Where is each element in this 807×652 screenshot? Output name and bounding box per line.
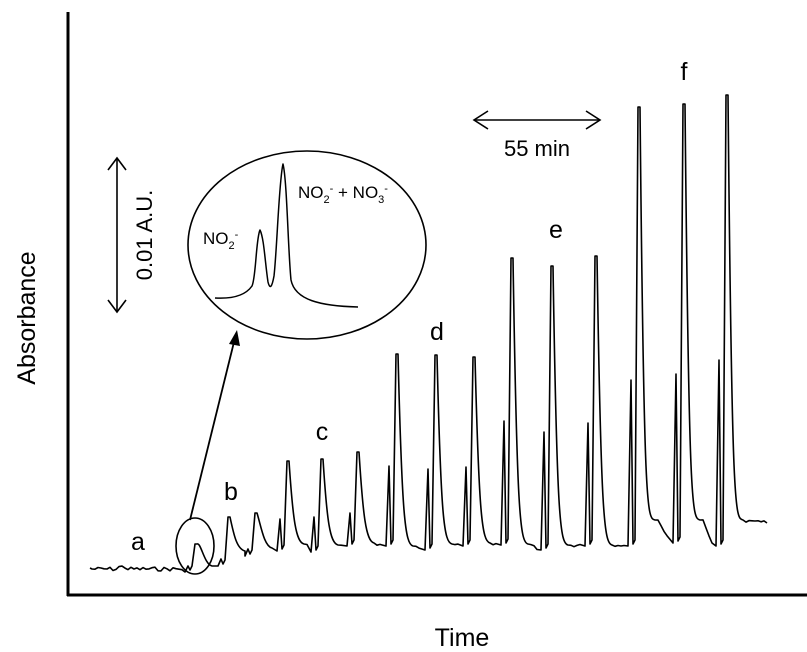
time-scale-bar: [472, 110, 602, 130]
group-label-d: d: [430, 318, 444, 346]
group-label-e: e: [549, 216, 563, 244]
inset-trace: [214, 163, 359, 308]
inset-label-nitrite-nitrate: NO2- + NO3-: [298, 183, 388, 206]
x-axis-title: Time: [435, 624, 490, 652]
absorbance-trace: [89, 94, 768, 573]
group-label-b: b: [224, 478, 238, 506]
group-label-c: c: [316, 418, 329, 446]
inset-ellipse: [187, 150, 427, 340]
inset-label-nitrite: NO2-: [203, 229, 239, 252]
y-axis-title: Absorbance: [13, 251, 41, 384]
group-label-f: f: [681, 58, 688, 86]
absorbance-scale-bar: [107, 156, 127, 314]
absorbance-scale-label: 0.01 A.U.: [132, 190, 157, 281]
zoom-circle: [175, 517, 215, 575]
group-label-a: a: [131, 528, 145, 556]
zoom-arrow: [189, 330, 240, 521]
time-scale-label: 55 min: [504, 136, 570, 161]
